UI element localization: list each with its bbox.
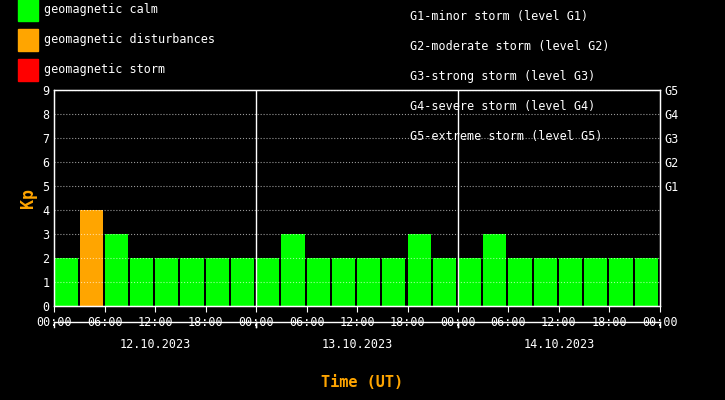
Bar xyxy=(634,258,658,306)
Bar xyxy=(584,258,608,306)
Bar xyxy=(407,234,431,306)
Text: G3-strong storm (level G3): G3-strong storm (level G3) xyxy=(410,70,595,83)
Bar xyxy=(80,210,103,306)
Text: G4-severe storm (level G4): G4-severe storm (level G4) xyxy=(410,100,595,113)
Bar xyxy=(105,234,128,306)
Bar xyxy=(458,258,481,306)
Bar xyxy=(483,234,506,306)
Bar xyxy=(609,258,632,306)
Bar xyxy=(332,258,355,306)
Y-axis label: Kp: Kp xyxy=(19,188,37,208)
Bar xyxy=(559,258,582,306)
Bar xyxy=(54,258,78,306)
Bar xyxy=(382,258,405,306)
Text: geomagnetic storm: geomagnetic storm xyxy=(44,64,165,76)
Bar xyxy=(357,258,381,306)
Bar xyxy=(206,258,229,306)
Bar xyxy=(130,258,153,306)
Text: geomagnetic calm: geomagnetic calm xyxy=(44,4,158,16)
Text: geomagnetic disturbances: geomagnetic disturbances xyxy=(44,34,215,46)
Text: G5-extreme storm (level G5): G5-extreme storm (level G5) xyxy=(410,130,602,143)
Bar xyxy=(181,258,204,306)
Text: 14.10.2023: 14.10.2023 xyxy=(523,338,594,350)
Bar xyxy=(307,258,330,306)
Bar xyxy=(256,258,279,306)
Bar xyxy=(660,258,683,306)
Text: 12.10.2023: 12.10.2023 xyxy=(120,338,191,350)
Text: G2-moderate storm (level G2): G2-moderate storm (level G2) xyxy=(410,40,609,53)
Bar xyxy=(508,258,531,306)
Bar xyxy=(155,258,178,306)
Bar xyxy=(433,258,456,306)
Text: 13.10.2023: 13.10.2023 xyxy=(321,338,393,350)
Bar xyxy=(534,258,557,306)
Text: Time (UT): Time (UT) xyxy=(321,375,404,390)
Bar xyxy=(281,234,304,306)
Bar xyxy=(231,258,254,306)
Text: G1-minor storm (level G1): G1-minor storm (level G1) xyxy=(410,10,588,23)
